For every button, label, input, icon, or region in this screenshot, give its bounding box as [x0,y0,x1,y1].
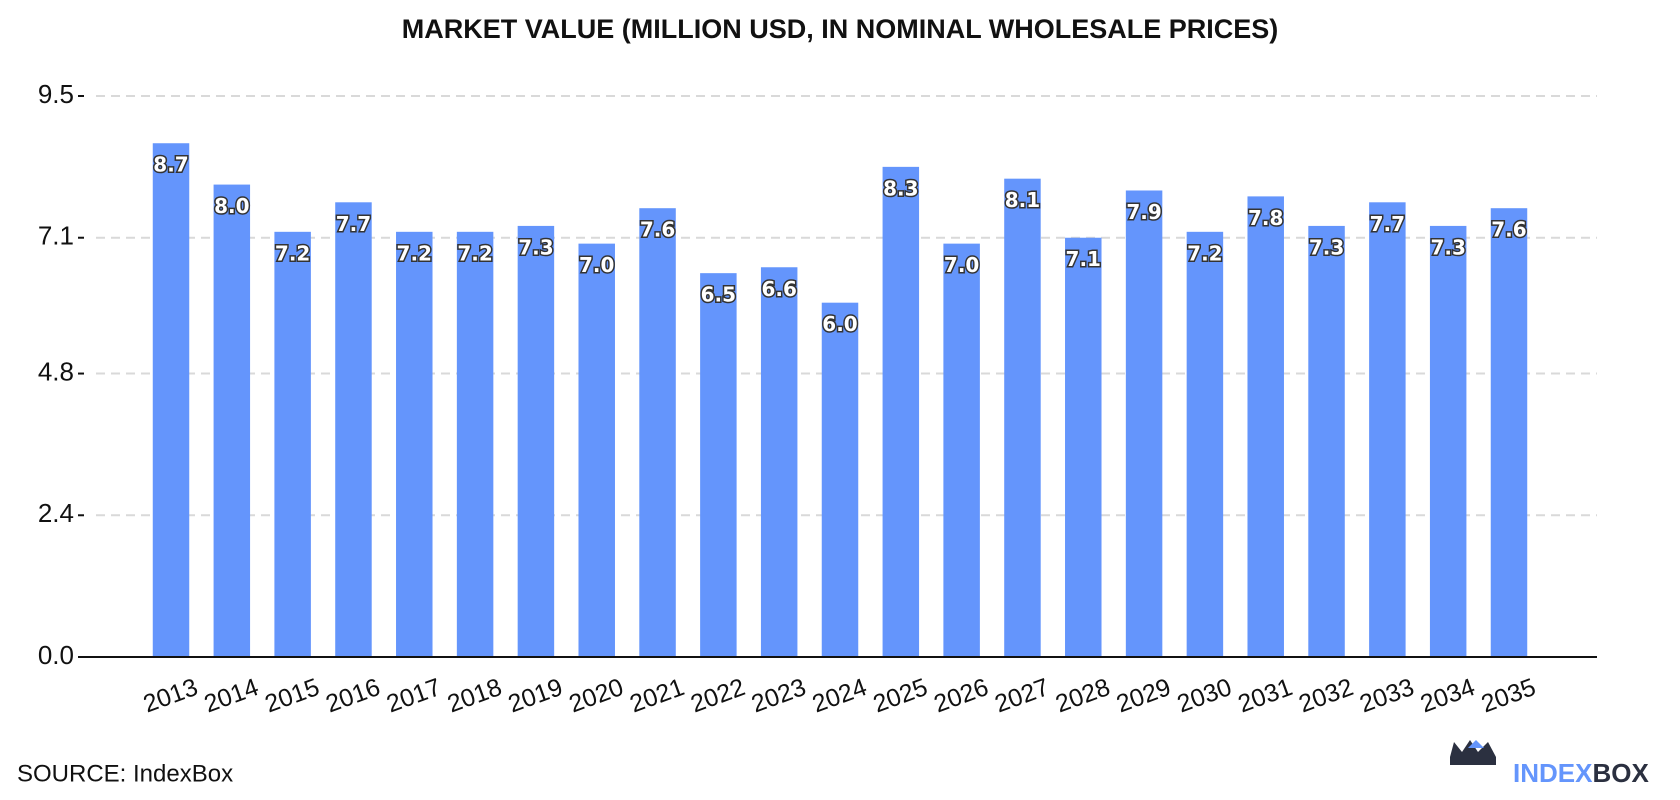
chart-title: MARKET VALUE (MILLION USD, IN NOMINAL WH… [402,14,1279,44]
x-tick-label: 2031 [1234,673,1296,718]
bar [1065,237,1102,657]
x-tick-label: 2025 [869,673,931,718]
x-tick-label: 2032 [1295,673,1357,718]
value-label: 7.0 [944,253,979,277]
bar [1247,196,1284,658]
x-tick-label: 2026 [930,673,992,718]
bar [456,231,494,658]
x-tick-label: 2018 [444,673,506,718]
value-label: 6.6 [761,277,796,301]
x-tick-label: 2016 [322,673,384,718]
logo-icon [1450,740,1496,765]
value-label: 7.8 [1248,206,1283,230]
bar [639,208,676,657]
x-tick-label: 2015 [261,673,323,718]
value-label: 7.9 [1126,200,1161,224]
value-label: 7.2 [397,241,432,265]
x-tick-label: 2028 [1052,673,1114,718]
bar [1429,225,1467,658]
value-label: 7.3 [1430,235,1465,259]
value-label: 7.1 [1066,247,1101,271]
logo-icon-accent [1468,740,1484,748]
bar [760,267,798,657]
x-tick-label: 2030 [1174,673,1236,718]
value-label: 7.2 [275,241,310,265]
x-tick-label: 2013 [140,673,202,718]
value-label: 7.6 [1491,218,1526,242]
y-tick-label: 7.1 [38,221,74,251]
value-label: 7.2 [1187,241,1222,265]
value-label: 8.1 [1005,188,1040,212]
bar [882,166,920,657]
bar [152,143,190,657]
x-tick-label: 2014 [200,673,262,718]
value-label: 7.0 [579,253,614,277]
x-tick-label: 2033 [1356,673,1418,718]
x-tick-label: 2020 [565,673,627,718]
y-tick-label: 4.8 [38,356,74,386]
bar [274,231,311,658]
y-tick-label: 2.4 [38,498,74,528]
x-tick-label: 2024 [809,673,871,718]
bar [1490,208,1528,657]
value-label: 8.3 [883,176,918,200]
bar [700,273,737,657]
x-tick-label: 2023 [748,673,810,718]
bar [517,225,555,658]
bar [578,243,615,657]
bar [1308,225,1345,658]
logo: INDEXBOX [1450,740,1649,788]
value-label: 6.0 [822,312,857,336]
source: SOURCE: IndexBox [17,760,233,787]
x-tick-label: 2034 [1417,673,1479,718]
y-tick-label: 9.5 [38,79,74,109]
x-tick-label: 2019 [505,673,567,718]
value-label: 7.3 [1309,235,1344,259]
y-tick-label: 0.0 [38,640,74,670]
x-tick-label: 2022 [687,673,749,718]
x-tick-label: 2027 [991,673,1053,718]
value-label: 7.6 [640,218,675,242]
value-label: 7.2 [457,241,492,265]
bar [213,184,251,657]
bar [396,231,433,658]
value-label: 6.5 [701,283,736,307]
value-label: 8.0 [214,194,249,218]
bar [1125,190,1163,658]
x-tick-label: 2035 [1478,673,1540,718]
logo-first: INDEX [1513,758,1593,788]
value-label: 8.7 [153,153,188,177]
x-tick-label: 2017 [383,673,445,718]
x-tick-label: 2029 [1113,673,1175,718]
x-tick-label: 2021 [626,673,688,718]
bar [1004,178,1041,657]
logo-text: INDEXBOX [1513,758,1649,788]
bar [821,302,859,657]
bar [335,202,372,657]
value-label: 7.7 [336,212,371,236]
bar [943,243,980,657]
value-label: 7.7 [1370,212,1405,236]
logo-second: BOX [1592,758,1649,788]
bar [1369,202,1406,657]
bar [1186,231,1224,658]
value-label: 7.3 [518,235,553,259]
